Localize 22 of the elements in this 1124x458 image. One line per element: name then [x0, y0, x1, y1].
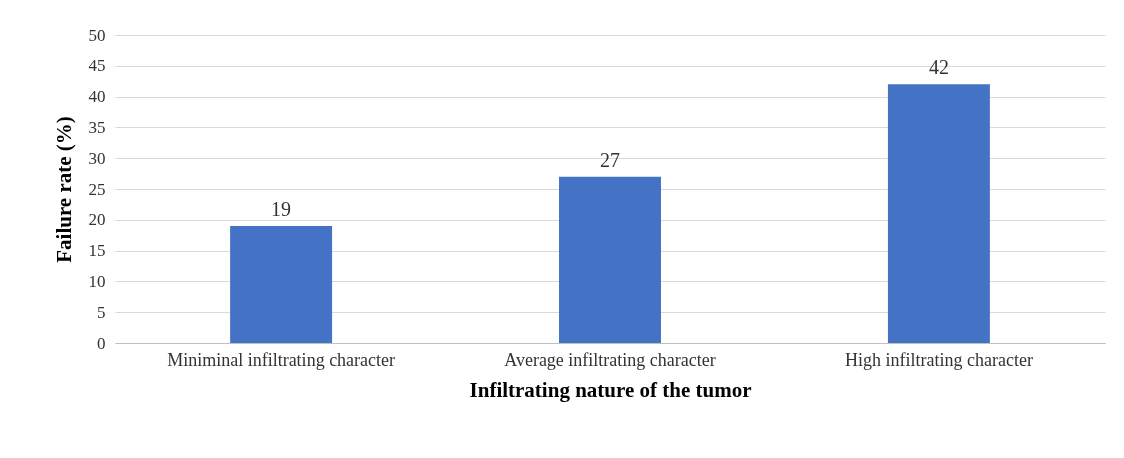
y-tick-label: 45 [88, 56, 106, 76]
x-tick-label: Miniminal infiltrating character [167, 349, 396, 370]
y-tick-label: 20 [88, 210, 106, 230]
data-label: 42 [928, 56, 949, 79]
x-axis-title: Infiltrating nature of the tumor [469, 377, 752, 402]
y-tick-label: 25 [88, 179, 106, 199]
x-tick-label: High infiltrating character [844, 349, 1033, 370]
y-tick-label: 50 [88, 25, 106, 45]
y-tick-label: 0 [97, 333, 106, 353]
y-axis-title: Failure rate (%) [51, 116, 76, 263]
y-tick-label: 30 [88, 148, 106, 168]
y-tick-label: 5 [97, 302, 106, 322]
y-tick-label: 40 [88, 87, 106, 107]
bar [230, 225, 333, 343]
y-tick-label: 15 [88, 241, 106, 261]
y-tick-label: 10 [88, 271, 106, 291]
x-tick-label: Average infiltrating character [504, 349, 716, 370]
data-label: 27 [600, 148, 620, 171]
bar [559, 176, 661, 343]
data-label: 19 [271, 197, 292, 220]
bar [887, 84, 990, 343]
y-tick-label: 35 [88, 117, 106, 137]
